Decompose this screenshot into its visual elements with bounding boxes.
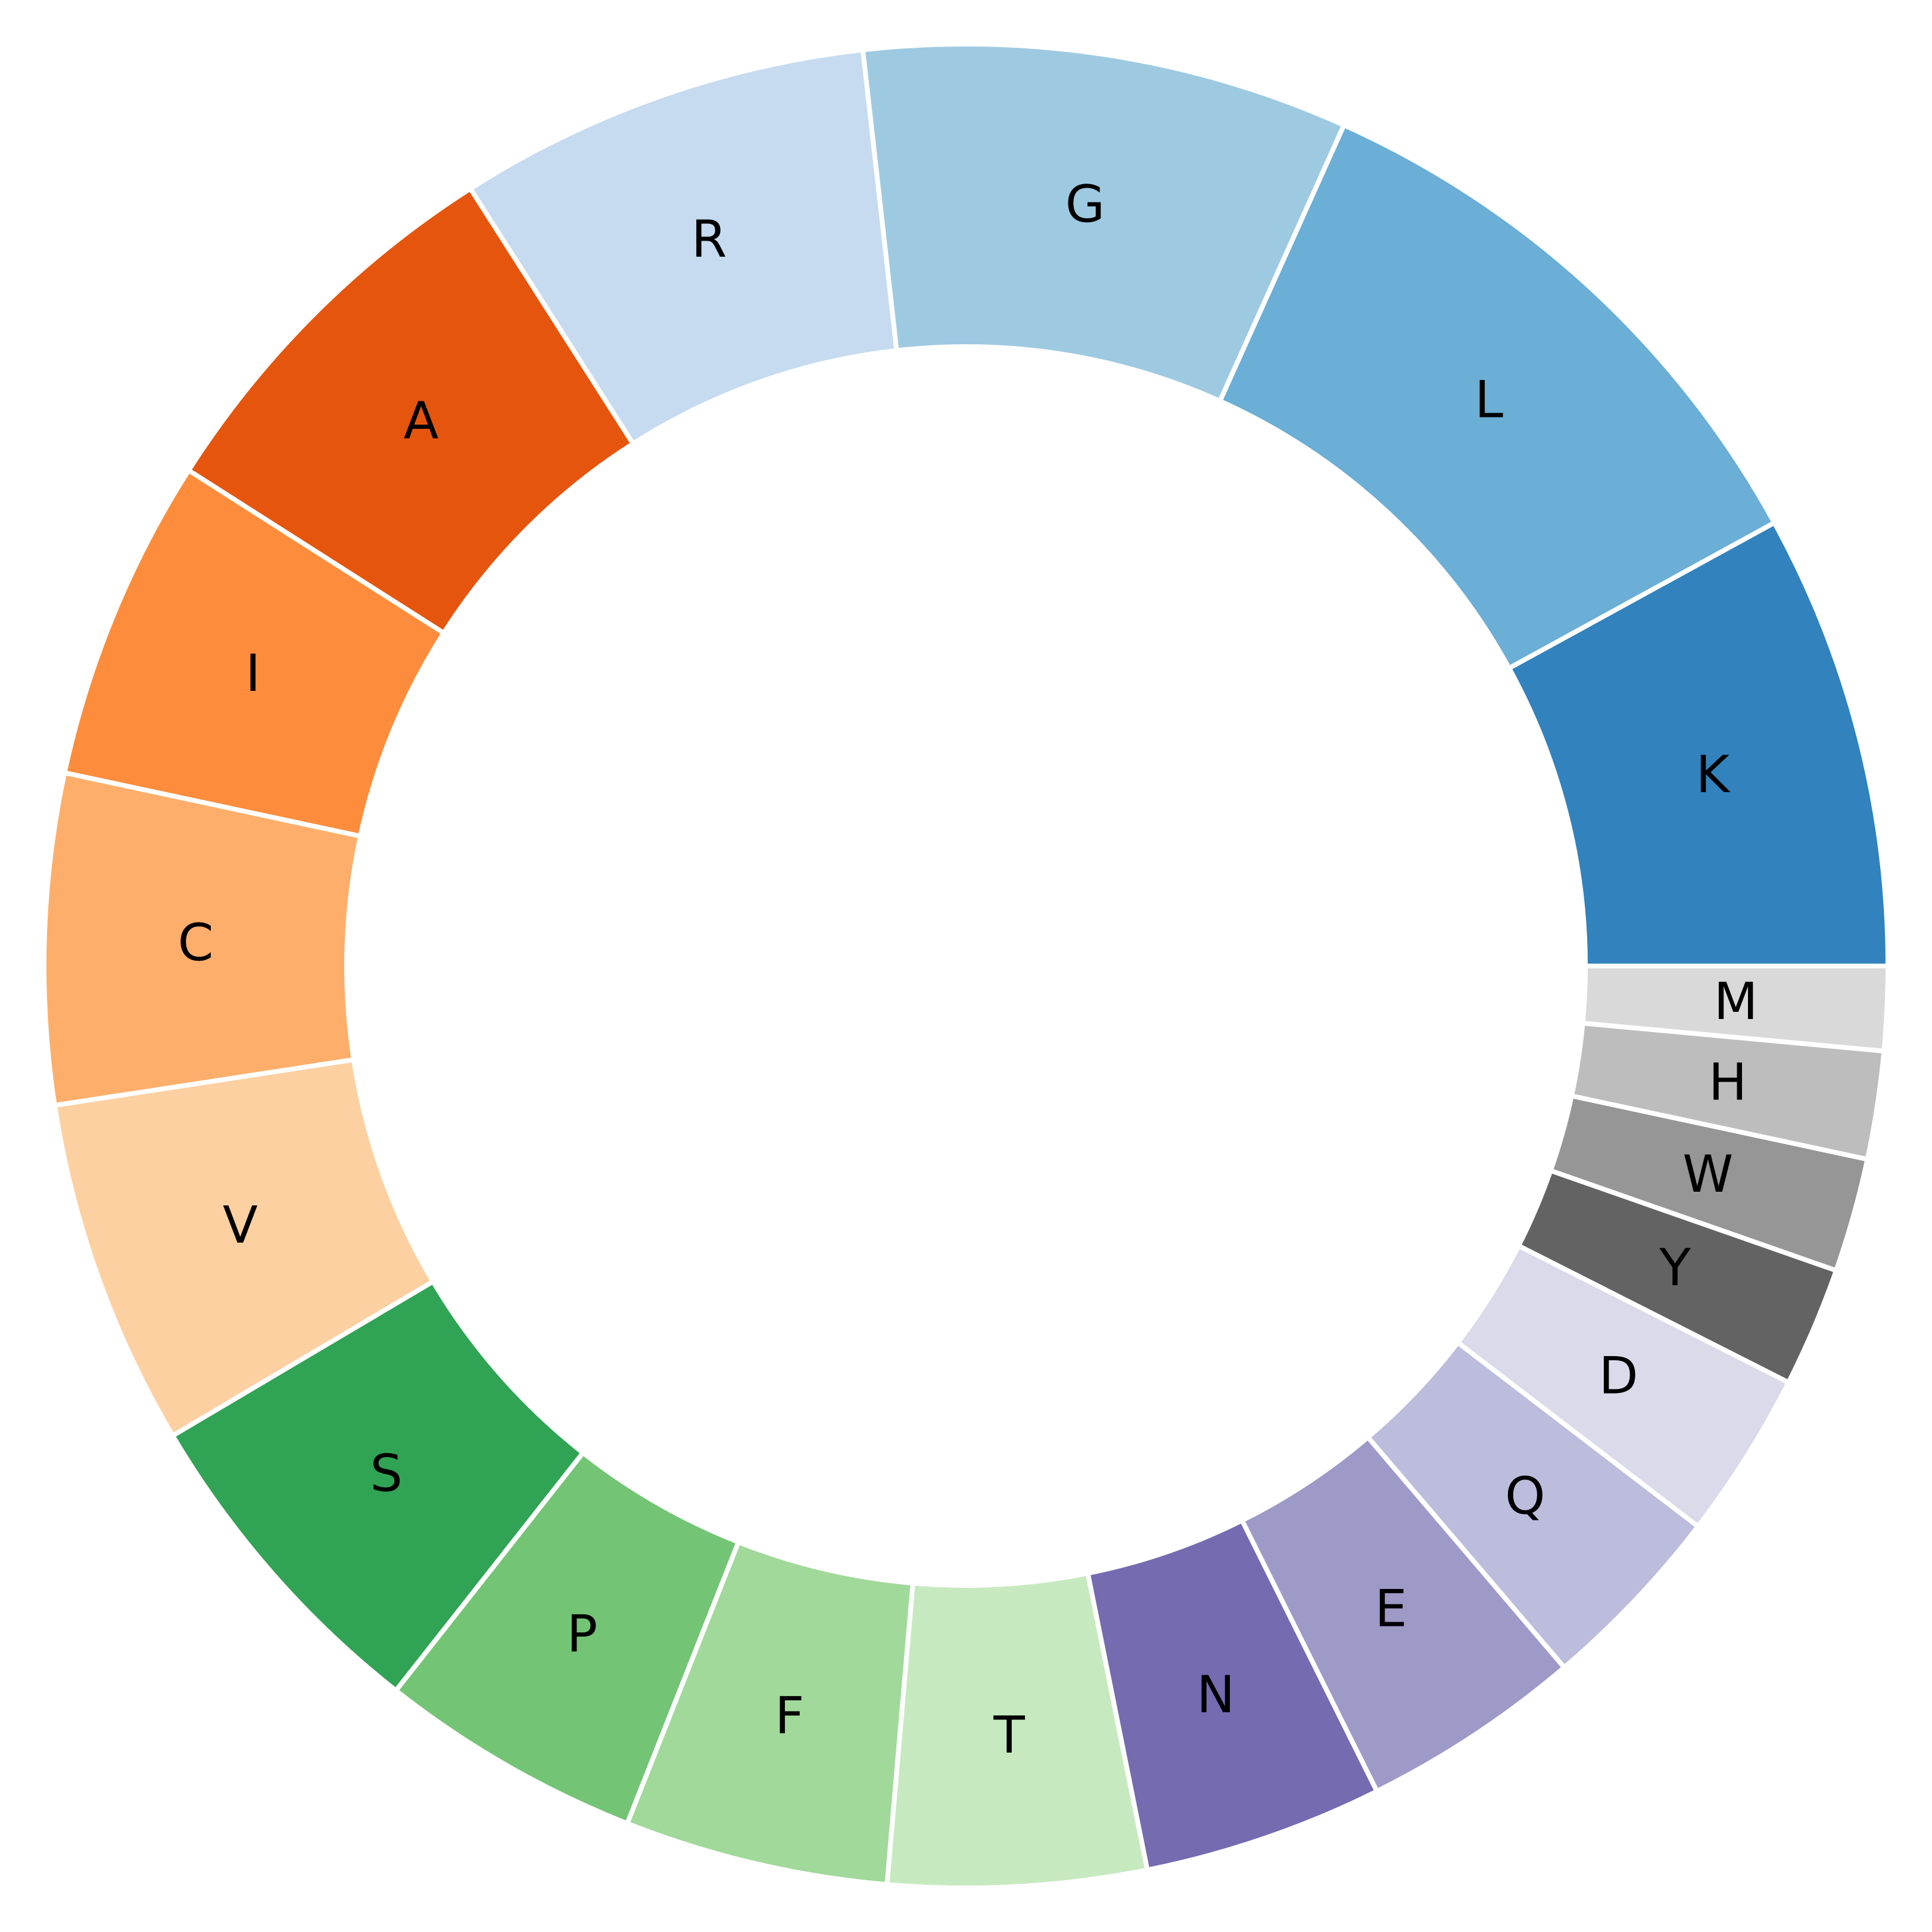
slice-label-k: K [1696,745,1731,805]
slice-g [860,42,1347,404]
slice-label-p: P [567,1604,598,1664]
slice-label-h: H [1709,1053,1747,1113]
slice-label-r: R [691,210,727,269]
slice-label-l: L [1475,370,1503,429]
slice-label-q: Q [1505,1467,1545,1526]
slice-label-e: E [1375,1579,1407,1638]
slice-label-n: N [1196,1665,1235,1725]
slice-label-w: W [1682,1145,1733,1204]
slice-label-s: S [370,1444,403,1504]
slices-layer [42,42,1891,1890]
slice-label-t: T [993,1706,1025,1765]
slice-label-a: A [404,391,439,451]
slice-label-f: F [775,1687,804,1746]
slice-label-i: I [245,644,260,703]
slice-m [1580,964,1891,1054]
slice-label-v: V [223,1195,258,1255]
slice-label-d: D [1599,1346,1638,1406]
slice-l [1217,121,1778,672]
slice-label-g: G [1065,175,1105,235]
slice-label-m: M [1714,972,1758,1032]
slice-label-y: Y [1659,1238,1691,1298]
slice-label-c: C [178,914,214,973]
